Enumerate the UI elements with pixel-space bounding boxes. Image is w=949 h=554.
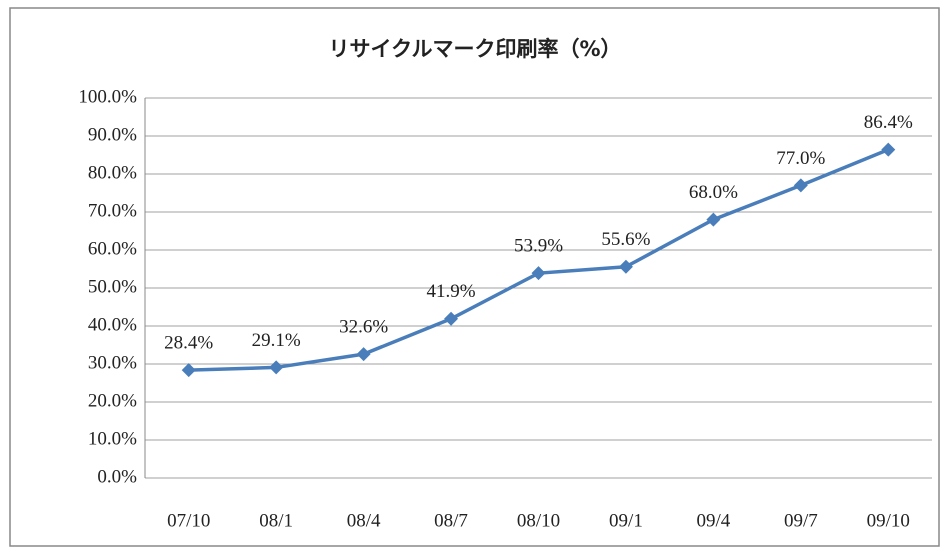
x-tick-label: 08/1 [259,510,293,531]
y-tick-label: 0.0% [97,466,137,487]
x-tick-label: 09/7 [784,510,818,531]
data-label: 41.9% [427,281,476,302]
chart-title: リサイクルマーク印刷率（%） [329,37,622,61]
y-tick-label: 20.0% [88,390,137,411]
data-label: 86.4% [864,112,913,133]
marker [531,266,546,281]
data-label: 53.9% [514,236,563,257]
marker [181,363,196,378]
x-tick-label: 08/7 [434,510,468,531]
data-label: 68.0% [689,182,738,203]
y-tick-label: 80.0% [88,162,137,183]
y-tick-label: 40.0% [88,314,137,335]
x-tick-label: 08/4 [347,510,381,531]
data-label: 32.6% [339,316,388,337]
x-tick-label: 09/1 [609,510,643,531]
marker [881,142,896,157]
x-tick-label: 08/10 [517,510,560,531]
marker [269,360,284,375]
y-tick-label: 30.0% [88,352,137,373]
marker [793,178,808,193]
x-tick-label: 07/10 [167,510,210,531]
data-label: 55.6% [601,229,650,250]
data-label: 28.4% [164,332,213,353]
marker [706,212,721,227]
y-tick-label: 100.0% [78,86,137,107]
y-tick-label: 60.0% [88,238,137,259]
chart-border [9,7,940,547]
y-tick-label: 50.0% [88,276,137,297]
marker [356,347,371,362]
y-tick-label: 90.0% [88,124,137,145]
marker [444,311,459,326]
data-label: 29.1% [252,330,301,351]
marker [618,259,633,274]
x-tick-label: 09/4 [696,510,730,531]
y-tick-label: 10.0% [88,428,137,449]
data-label: 77.0% [776,148,825,169]
x-tick-label: 09/10 [867,510,910,531]
y-tick-label: 70.0% [88,200,137,221]
